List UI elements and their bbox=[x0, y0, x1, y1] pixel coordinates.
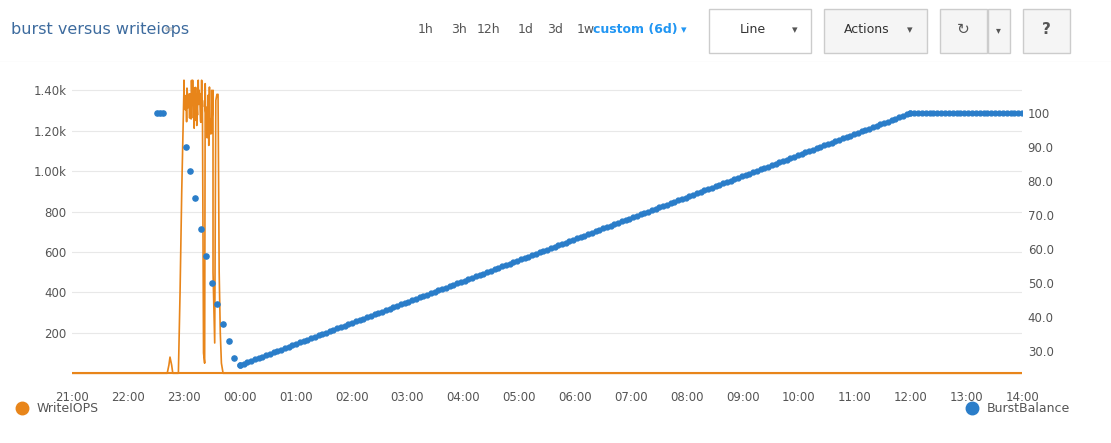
Point bbox=[231, 361, 249, 369]
Text: ↻: ↻ bbox=[957, 22, 970, 37]
FancyBboxPatch shape bbox=[940, 9, 987, 53]
Text: ▾: ▾ bbox=[681, 25, 687, 35]
Text: custom (6d): custom (6d) bbox=[593, 23, 678, 36]
Text: WriteIOPS: WriteIOPS bbox=[37, 402, 99, 415]
Text: BurstBalance: BurstBalance bbox=[987, 402, 1070, 415]
Text: ✏: ✏ bbox=[164, 25, 173, 35]
Point bbox=[148, 109, 166, 117]
Point bbox=[198, 253, 216, 260]
Point bbox=[220, 338, 238, 345]
Point bbox=[209, 300, 227, 307]
FancyBboxPatch shape bbox=[1023, 9, 1070, 53]
Text: 12h: 12h bbox=[477, 23, 501, 36]
Text: ▾: ▾ bbox=[792, 25, 798, 35]
Point bbox=[214, 321, 232, 328]
Point bbox=[192, 225, 210, 233]
Text: Actions: Actions bbox=[844, 23, 890, 36]
Point bbox=[226, 355, 243, 362]
Text: 3d: 3d bbox=[548, 23, 563, 36]
Text: 1w: 1w bbox=[577, 23, 594, 36]
Point bbox=[177, 144, 194, 151]
Point bbox=[151, 109, 169, 117]
Text: 1h: 1h bbox=[418, 23, 433, 36]
Point bbox=[203, 280, 221, 287]
FancyBboxPatch shape bbox=[824, 9, 927, 53]
Text: ▾: ▾ bbox=[997, 25, 1001, 35]
FancyBboxPatch shape bbox=[709, 9, 811, 53]
Point bbox=[153, 109, 171, 117]
Text: 3h: 3h bbox=[451, 23, 467, 36]
FancyBboxPatch shape bbox=[988, 9, 1010, 53]
Text: ▾: ▾ bbox=[907, 25, 912, 35]
Text: ?: ? bbox=[1042, 22, 1051, 37]
Point bbox=[181, 167, 199, 175]
Text: 1d: 1d bbox=[518, 23, 533, 36]
Point bbox=[187, 194, 204, 202]
Text: burst versus writeiops: burst versus writeiops bbox=[11, 22, 189, 37]
Text: Line: Line bbox=[740, 23, 767, 36]
